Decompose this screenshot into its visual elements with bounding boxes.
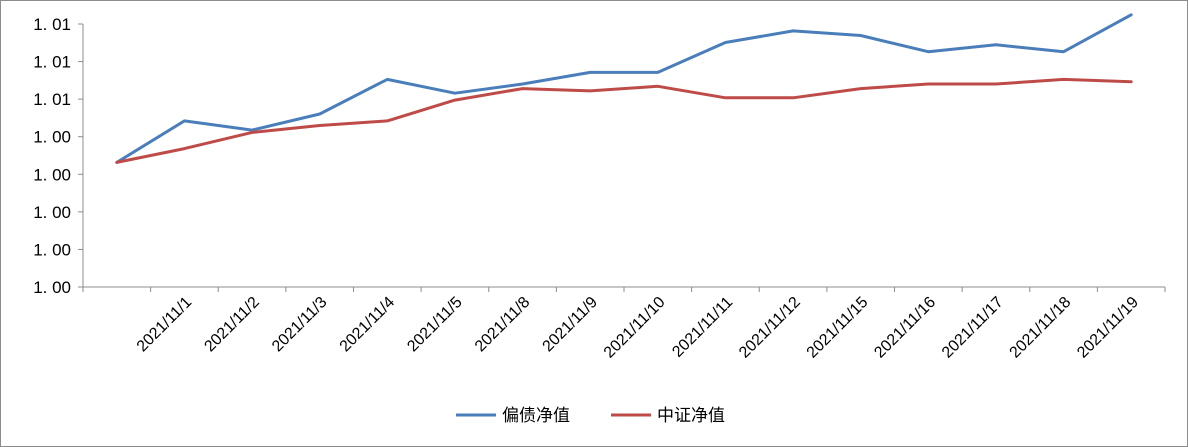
legend-label: 偏债净值 <box>502 406 570 426</box>
x-tick-label: 2021/11/15 <box>804 294 872 362</box>
legend: 偏债净值 中证净值 <box>456 406 725 426</box>
y-tick-labels: 1. 01 1. 01 1. 01 1. 00 1. 00 1. 00 1. 00 1. 00 <box>33 15 71 297</box>
x-tick-labels: 2021/11/1 2021/11/2 2021/11/3 2021/11/4 2021… <box>134 294 1142 362</box>
axes <box>78 23 1166 292</box>
x-tick-label: 2021/11/11 <box>669 294 736 361</box>
x-tick-label: 2021/11/4 <box>337 294 399 356</box>
x-tick-label: 2021/11/3 <box>269 294 331 356</box>
x-tick-label: 2021/11/16 <box>871 294 939 362</box>
x-tick-label: 2021/11/18 <box>1007 294 1075 362</box>
y-tick-label: 1. 00 <box>33 278 71 297</box>
x-tick-label: 2021/11/8 <box>472 294 534 356</box>
y-tick-label: 1. 00 <box>33 240 71 259</box>
series-line-2 <box>115 77 1133 164</box>
x-tick-label: 2021/11/19 <box>1074 294 1142 362</box>
y-tick-label: 1. 01 <box>33 53 71 72</box>
y-tick-label: 1. 01 <box>33 15 71 34</box>
y-tick-label: 1. 00 <box>33 128 71 147</box>
x-tick-label: 2021/11/12 <box>736 294 804 362</box>
x-tick-label: 2021/11/1 <box>134 294 196 356</box>
x-tick-label: 2021/11/2 <box>201 294 263 356</box>
series-lines <box>115 13 1133 164</box>
x-tick-label: 2021/11/9 <box>539 294 601 356</box>
x-tick-label: 2021/11/17 <box>939 294 1007 362</box>
y-tick-label: 1. 00 <box>33 203 71 222</box>
y-tick-label: 1. 01 <box>33 90 71 109</box>
x-tick-label: 2021/11/5 <box>404 294 466 356</box>
series-line-1 <box>115 13 1133 164</box>
x-tick-label: 2021/11/10 <box>601 294 669 362</box>
legend-label: 中证净值 <box>657 406 725 426</box>
y-tick-label: 1. 00 <box>33 165 71 184</box>
